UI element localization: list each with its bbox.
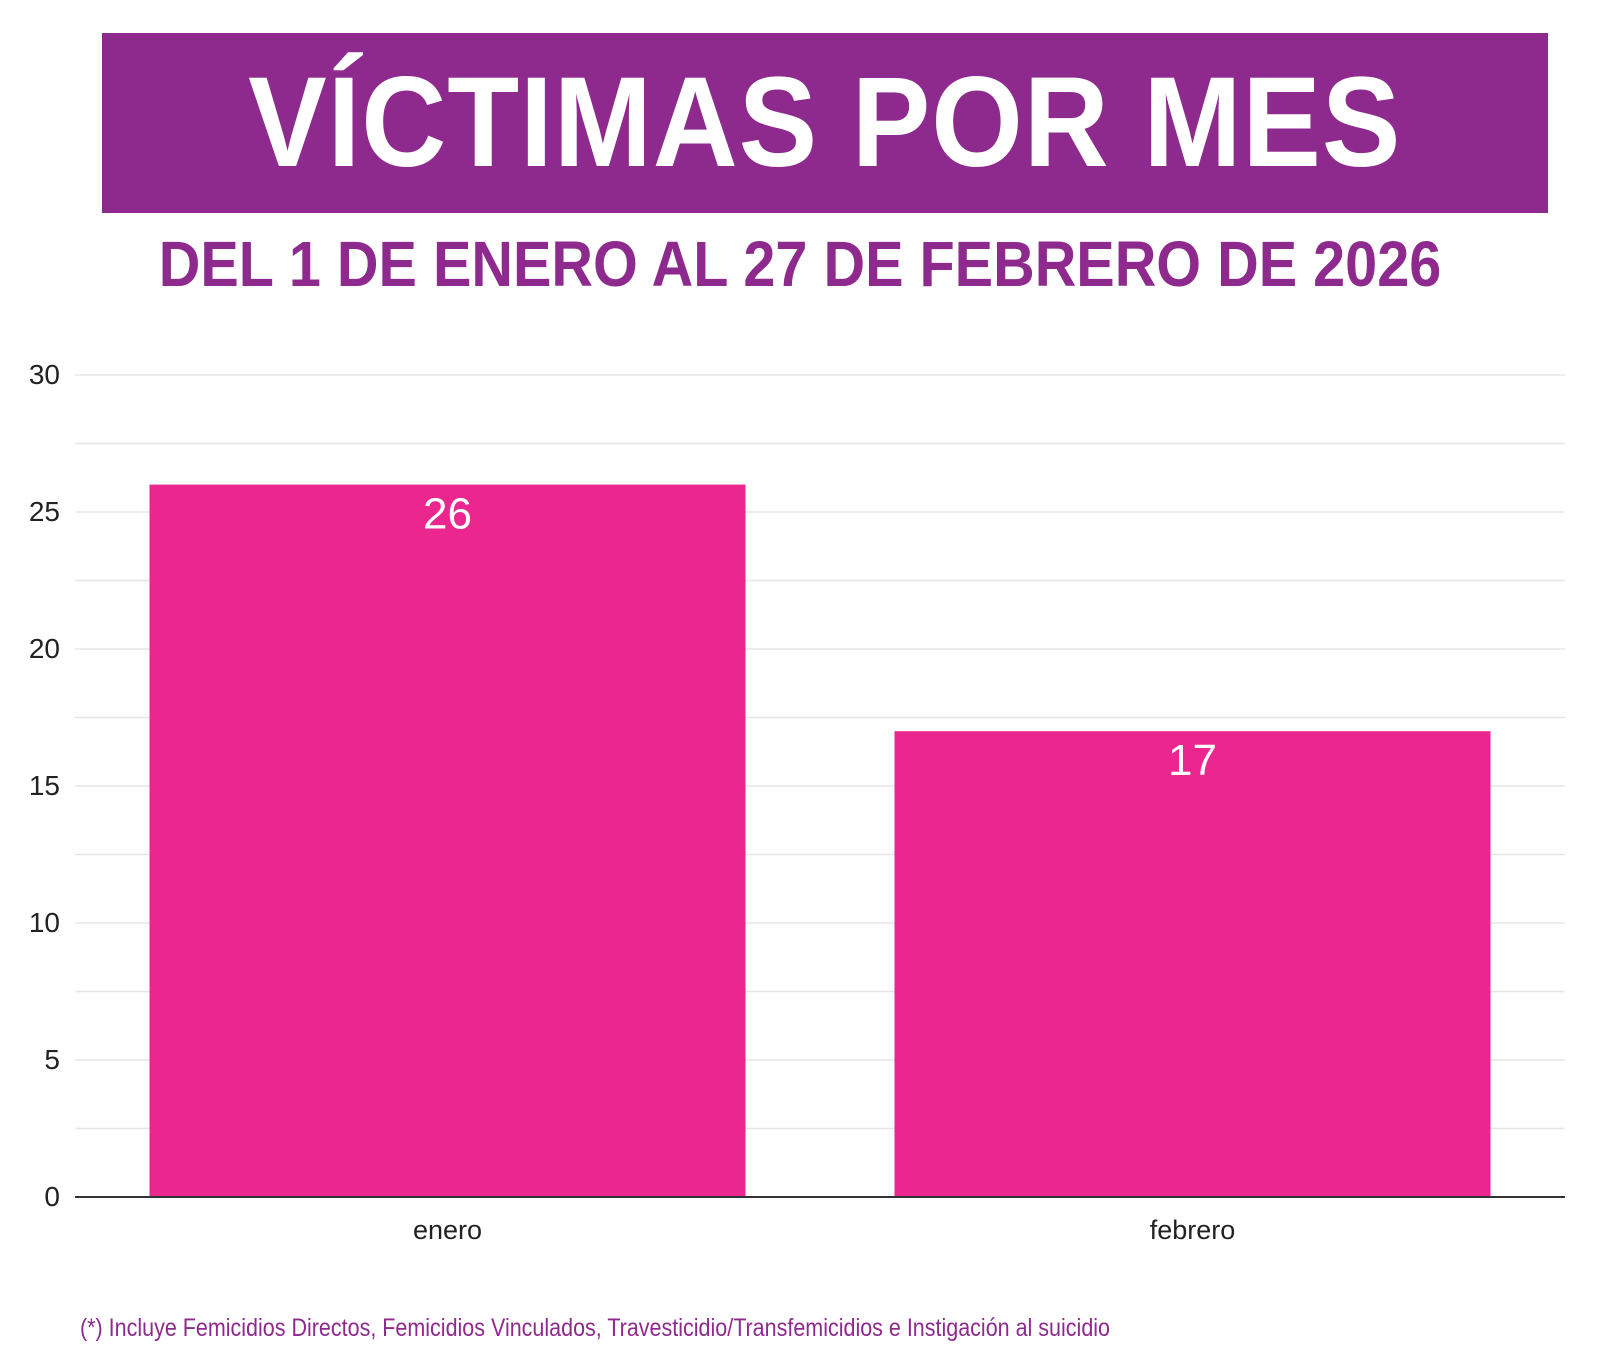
labels: 0 5 10 15 20 25 30 26 enero 17 febrero bbox=[29, 359, 1235, 1245]
bar-chart-svg: 0 5 10 15 20 25 30 26 enero 17 febrero bbox=[29, 359, 1565, 1245]
chart-subtitle: DEL 1 DE ENERO AL 27 DE FEBRERO DE 2026 bbox=[158, 228, 1442, 300]
x-tick-label: enero bbox=[413, 1215, 482, 1245]
bar-data-label: 17 bbox=[1168, 736, 1217, 785]
y-tick-label: 0 bbox=[44, 1181, 60, 1212]
x-tick-label: febrero bbox=[1150, 1215, 1236, 1245]
y-tick-label: 10 bbox=[29, 907, 60, 938]
y-tick-label: 15 bbox=[29, 770, 60, 801]
chart-title: VÍCTIMAS POR MES bbox=[248, 51, 1402, 194]
title-banner: VÍCTIMAS POR MES bbox=[102, 33, 1548, 213]
y-tick-label: 5 bbox=[44, 1044, 60, 1075]
footnote: (*) Incluye Femicidios Directos, Femicid… bbox=[80, 1314, 1111, 1342]
y-tick-label: 30 bbox=[29, 359, 60, 390]
bar bbox=[149, 484, 746, 1198]
y-tick-label: 25 bbox=[29, 496, 60, 527]
bar-chart: 0 5 10 15 20 25 30 26 enero 17 febrero bbox=[0, 340, 1600, 1270]
bar bbox=[894, 731, 1491, 1197]
bars bbox=[149, 484, 1491, 1198]
bar-data-label: 26 bbox=[423, 490, 472, 539]
y-tick-label: 20 bbox=[29, 633, 60, 664]
